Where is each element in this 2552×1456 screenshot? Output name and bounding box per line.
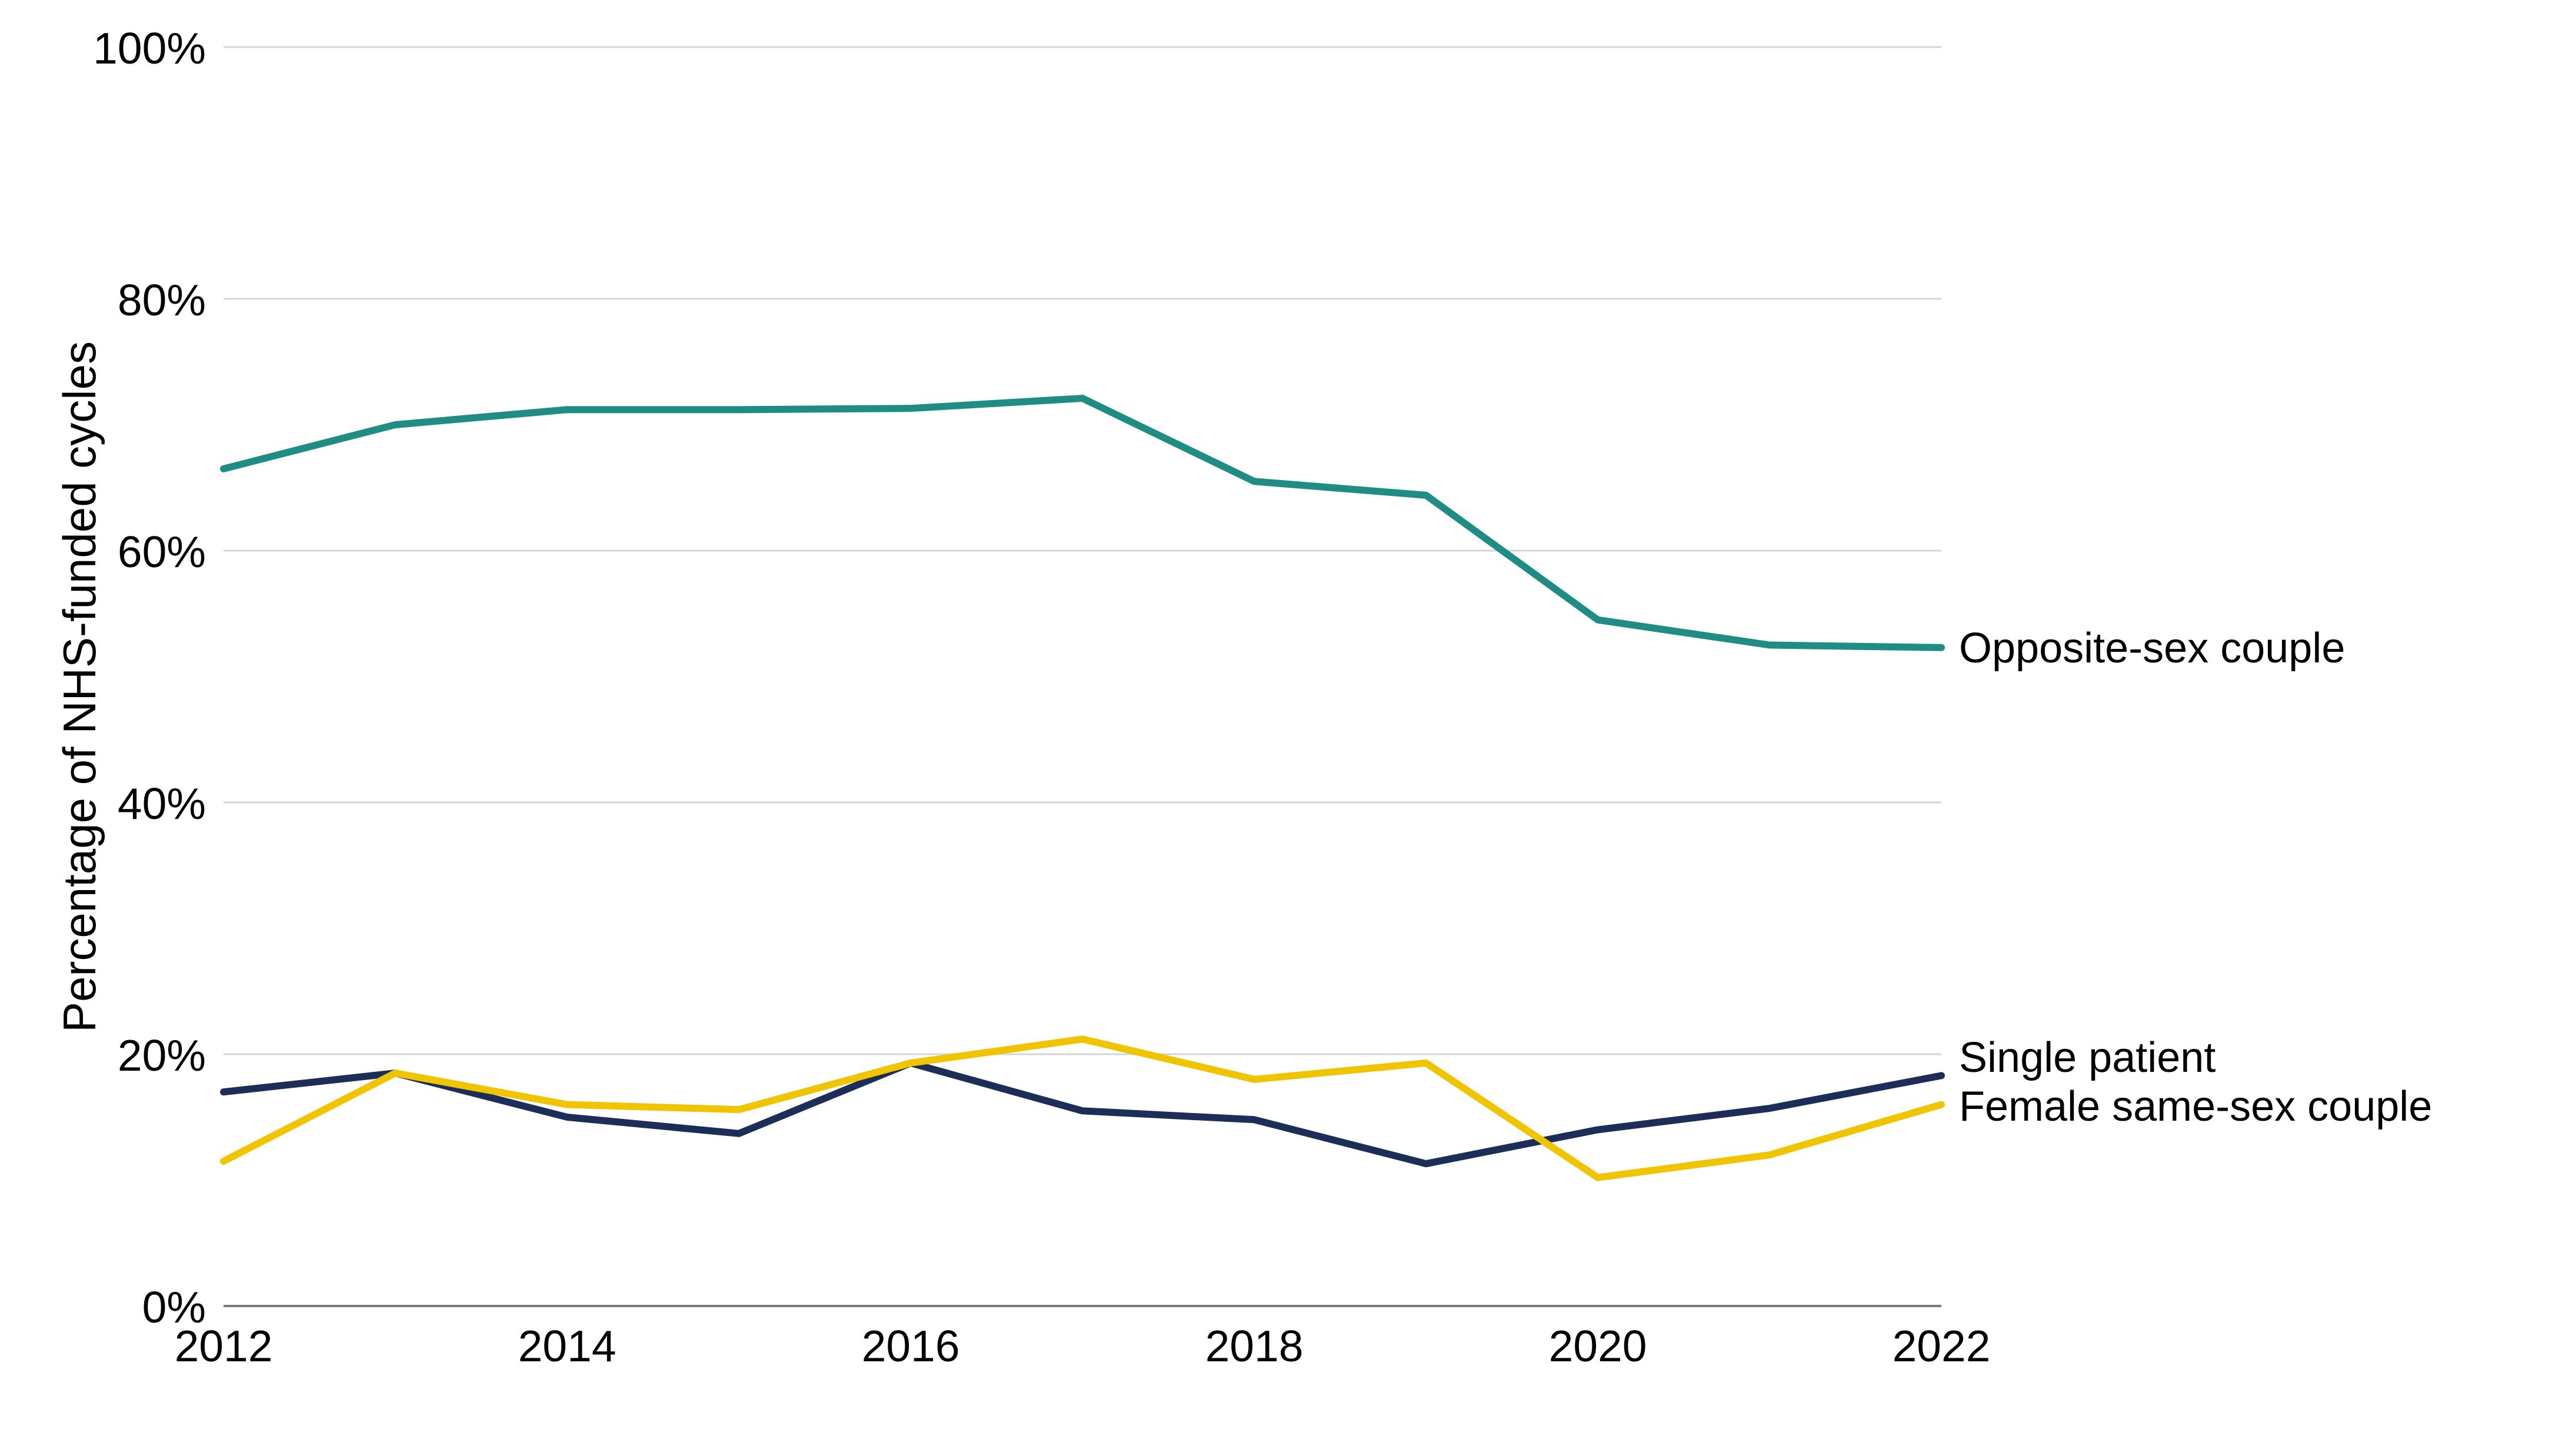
series-label-opposite-sex-couple: Opposite-sex couple bbox=[1959, 624, 2345, 672]
y-tick-label: 80% bbox=[118, 275, 206, 325]
y-tick-label: 40% bbox=[118, 778, 206, 829]
x-tick-label: 2014 bbox=[508, 1321, 626, 1371]
y-axis-title: Percentage of NHS-funded cycles bbox=[53, 341, 106, 1032]
series-label-female-same-sex-couple: Female same-sex couple bbox=[1959, 1082, 2432, 1131]
x-tick-label: 2018 bbox=[1195, 1321, 1313, 1371]
y-tick-label: 100% bbox=[93, 23, 206, 74]
line-chart: Percentage of NHS-funded cycles 0%20%40%… bbox=[0, 0, 2552, 1456]
series-line-single-patient bbox=[224, 1063, 1941, 1164]
series-line-opposite-sex-couple bbox=[224, 398, 1941, 648]
y-tick-label: 20% bbox=[118, 1030, 206, 1081]
x-tick-label: 2022 bbox=[1883, 1321, 2000, 1371]
chart-canvas bbox=[0, 0, 2552, 1456]
x-tick-label: 2016 bbox=[852, 1321, 970, 1371]
y-tick-label: 60% bbox=[118, 527, 206, 577]
x-tick-label: 2012 bbox=[165, 1321, 282, 1371]
x-tick-label: 2020 bbox=[1539, 1321, 1657, 1371]
series-label-single-patient: Single patient bbox=[1959, 1034, 2215, 1082]
